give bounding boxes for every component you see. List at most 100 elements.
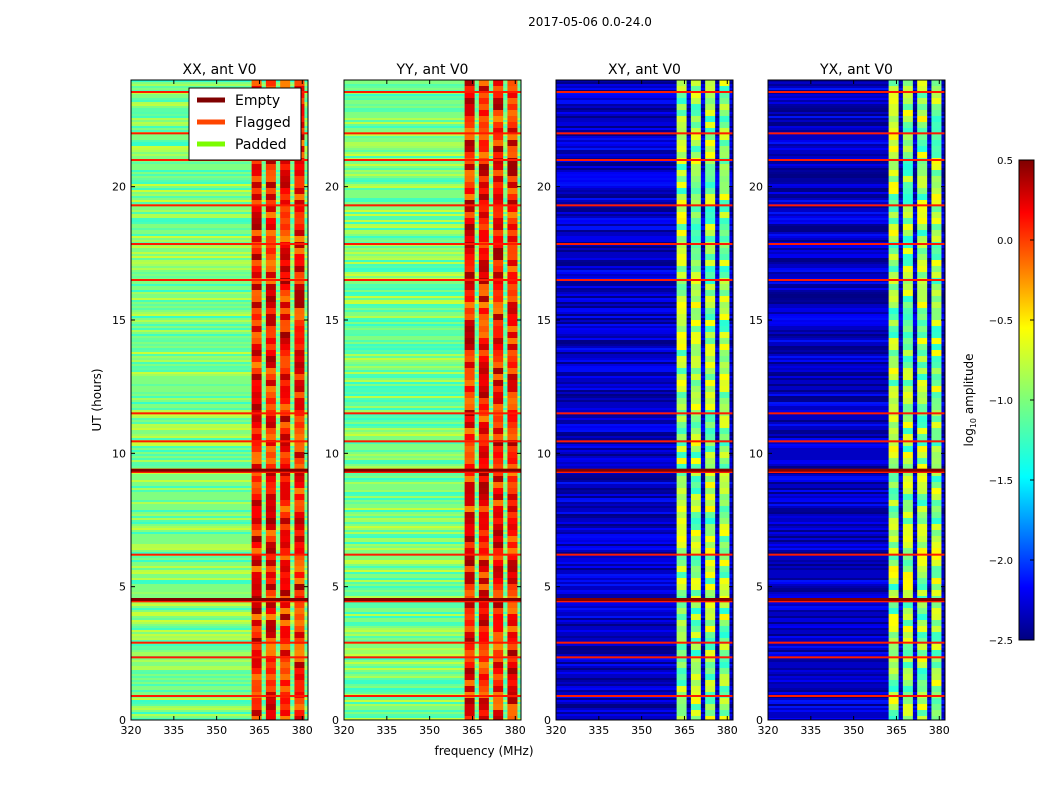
flagged-row [768, 243, 945, 245]
flagged-row [344, 159, 521, 161]
x-tick-label: 350 [206, 724, 227, 737]
x-tick-label: 320 [121, 724, 142, 737]
heatmap-image [131, 80, 308, 720]
colorbar-tick-label: −1.5 [989, 476, 1013, 487]
flagged-row [344, 132, 521, 135]
panel-title: XY, ant V0 [608, 62, 681, 78]
flagged-row [344, 695, 521, 697]
x-tick-label: 335 [800, 724, 821, 737]
flagged-row [768, 279, 945, 281]
figure-suptitle: 2017-05-06 0.0-24.0 [528, 15, 652, 29]
flagged-row [768, 159, 945, 161]
y-tick-label: 15 [537, 314, 551, 327]
y-tick-label: 5 [756, 581, 763, 594]
flagged-row [556, 159, 733, 161]
y-tick-label: 10 [325, 447, 339, 460]
flagged-row [768, 695, 945, 697]
y-tick-label: 15 [325, 314, 339, 327]
flagged-row [556, 553, 733, 556]
y-tick-label: 5 [332, 581, 339, 594]
flagged-row [131, 553, 308, 556]
y-tick-label: 20 [112, 181, 126, 194]
flagged-row [344, 641, 521, 644]
axes-frame [130, 79, 309, 721]
flagged-row [344, 600, 521, 603]
heatmap-image [768, 80, 945, 720]
flagged-row [131, 471, 308, 473]
flagged-row [344, 279, 521, 281]
axes-frame [343, 79, 522, 721]
y-tick-label: 10 [537, 447, 551, 460]
heatmap-image [556, 80, 733, 720]
empty-row [344, 468, 521, 472]
colorbar-tick-label: 0.0 [997, 236, 1013, 247]
flagged-row [556, 656, 733, 659]
flagged-row [131, 412, 308, 415]
panel-2: YY, ant V0 320 335 350 365 380 0 5 10 15 20 [325, 62, 526, 737]
flagged-row [344, 243, 521, 245]
flagged-row [131, 279, 308, 281]
flagged-row [131, 243, 308, 245]
x-tick-label: 380 [292, 724, 313, 737]
x-tick-label: 335 [588, 724, 609, 737]
flagged-row [556, 600, 733, 603]
flagged-row [768, 656, 945, 659]
flagged-row [131, 440, 308, 443]
flagged-row [556, 695, 733, 697]
flagged-row [768, 471, 945, 473]
x-tick-label: 320 [334, 724, 355, 737]
x-tick-label: 320 [758, 724, 779, 737]
flagged-row [131, 656, 308, 659]
flagged-row [768, 412, 945, 415]
flagged-row [556, 412, 733, 415]
y-tick-label: 10 [749, 447, 763, 460]
heatmap-image [344, 80, 521, 720]
flagged-row [556, 471, 733, 473]
axes-frame [767, 79, 946, 721]
empty-row [556, 468, 733, 472]
colorbar-tick-label: −1.0 [989, 396, 1013, 407]
flagged-row [556, 132, 733, 135]
flagged-row [131, 641, 308, 644]
flagged-row [131, 695, 308, 697]
flagged-row [768, 641, 945, 644]
x-axis-label: frequency (MHz) [434, 744, 533, 758]
empty-row [344, 598, 521, 601]
flagged-row [768, 600, 945, 603]
y-tick-label: 20 [749, 181, 763, 194]
flagged-row [556, 91, 733, 93]
colorbar-tick-label: 0.5 [997, 156, 1013, 167]
colorbar-tick-label: −2.0 [989, 556, 1013, 567]
flagged-row [556, 204, 733, 207]
y-tick-label: 10 [112, 447, 126, 460]
flagged-row [344, 656, 521, 659]
colorbar: 0.5 0.0 −0.5 −1.0 −1.5 −2.0 −2.5 log10 amplitu… [962, 156, 1035, 647]
colorbar-tick-label: −2.5 [989, 636, 1013, 647]
panel-4: YX, ant V0 320 335 350 365 380 0 5 10 15 20 [749, 62, 950, 737]
flagged-row [768, 204, 945, 207]
x-tick-label: 365 [674, 724, 695, 737]
empty-row [768, 468, 945, 472]
x-tick-label: 350 [631, 724, 652, 737]
flagged-row [768, 553, 945, 556]
flagged-row [131, 600, 308, 603]
legend-label: Flagged [235, 115, 291, 131]
x-tick-label: 365 [886, 724, 907, 737]
flagged-row [344, 553, 521, 556]
flagged-row [768, 91, 945, 93]
x-tick-label: 380 [929, 724, 950, 737]
flagged-row [344, 412, 521, 415]
legend-label: Padded [235, 137, 287, 153]
x-tick-label: 320 [546, 724, 567, 737]
panel-title: YX, ant V0 [819, 62, 893, 78]
x-tick-label: 380 [505, 724, 526, 737]
flagged-row [556, 243, 733, 245]
panel-title: XX, ant V0 [183, 62, 257, 78]
y-tick-label: 5 [119, 581, 126, 594]
flagged-row [344, 440, 521, 443]
flagged-row [556, 440, 733, 443]
x-tick-label: 350 [843, 724, 864, 737]
flagged-row [768, 132, 945, 135]
